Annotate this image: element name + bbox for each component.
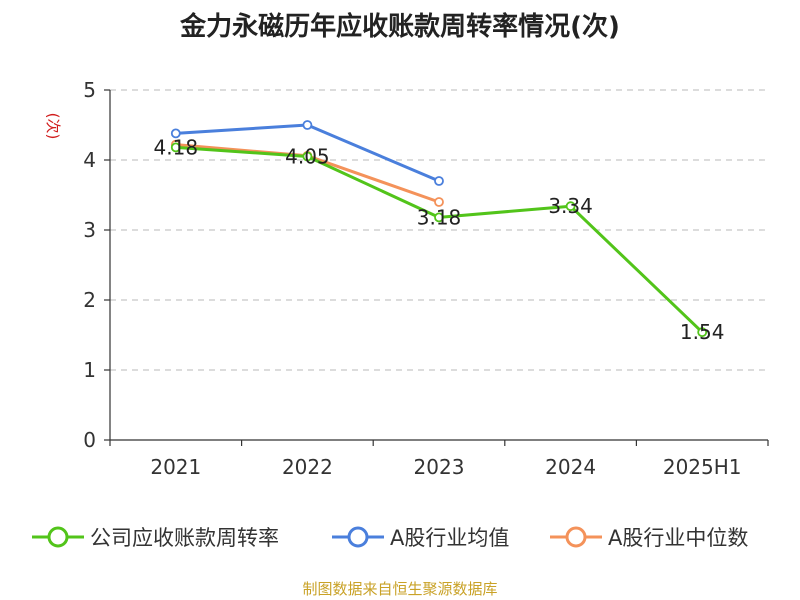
legend-label-industry-mean: A股行业均值 xyxy=(390,526,510,550)
chart-title: 金力永磁历年应收账款周转率情况(次) xyxy=(180,12,620,42)
data-label-2024: 3.34 xyxy=(548,194,593,218)
legend-swatch-company xyxy=(32,526,84,548)
series-1-point-2022 xyxy=(302,120,313,130)
y-tick-label-0: 0 xyxy=(83,428,96,452)
y-tick-label-3: 3 xyxy=(83,218,96,242)
data-label-2023: 3.18 xyxy=(417,205,462,229)
series-0-point-2025H1 xyxy=(697,327,708,338)
series-1-point-2023 xyxy=(434,176,444,186)
series-0-point-2022 xyxy=(302,151,313,162)
series-2-point-2023 xyxy=(434,197,444,207)
legend-swatch-industry-median xyxy=(550,526,602,548)
x-tick-label-2025H1: 2025H1 xyxy=(663,455,742,479)
y-axis-title: (次) xyxy=(44,113,62,140)
legend: 公司应收账款周转率 A股行业均值 A股行业中位数 xyxy=(0,520,800,554)
series-0-point-2023 xyxy=(434,212,444,223)
x-tick-label-2021: 2021 xyxy=(150,455,201,479)
series-0-point-2021 xyxy=(170,142,181,153)
data-label-2025H1: 1.54 xyxy=(680,320,725,344)
y-tick-label-5: 5 xyxy=(83,78,96,102)
legend-item-company[interactable]: 公司应收账款周转率 xyxy=(30,520,279,554)
legend-swatch-industry-mean xyxy=(332,526,384,548)
series-lines xyxy=(170,120,708,338)
data-labels: 4.18 4.05 3.18 3.34 1.54 xyxy=(154,135,725,344)
x-tick-label-2022: 2022 xyxy=(282,455,333,479)
series-1-point-2021 xyxy=(170,128,181,139)
y-tick-label-1: 1 xyxy=(83,358,96,382)
legend-label-industry-median: A股行业中位数 xyxy=(608,526,749,550)
data-label-2022: 4.05 xyxy=(285,145,330,169)
source-note: 制图数据来自恒生聚源数据库 xyxy=(302,580,498,598)
legend-item-industry-median[interactable]: A股行业中位数 xyxy=(548,520,748,554)
y-tick-label-2: 2 xyxy=(83,288,96,312)
legend-label-company: 公司应收账款周转率 xyxy=(90,526,279,550)
x-tick-label-2024: 2024 xyxy=(545,455,596,479)
series-0-point-2024 xyxy=(565,201,576,212)
legend-item-industry-mean[interactable]: A股行业均值 xyxy=(330,520,509,554)
y-tick-label-4: 4 xyxy=(83,148,96,172)
data-label-2021: 4.18 xyxy=(154,135,199,159)
axes: 0 1 2 3 4 5 2021 2022 2023 2024 2025H1 xyxy=(83,78,769,479)
series-line-0 xyxy=(175,145,704,334)
x-tick-label-2023: 2023 xyxy=(414,455,465,479)
